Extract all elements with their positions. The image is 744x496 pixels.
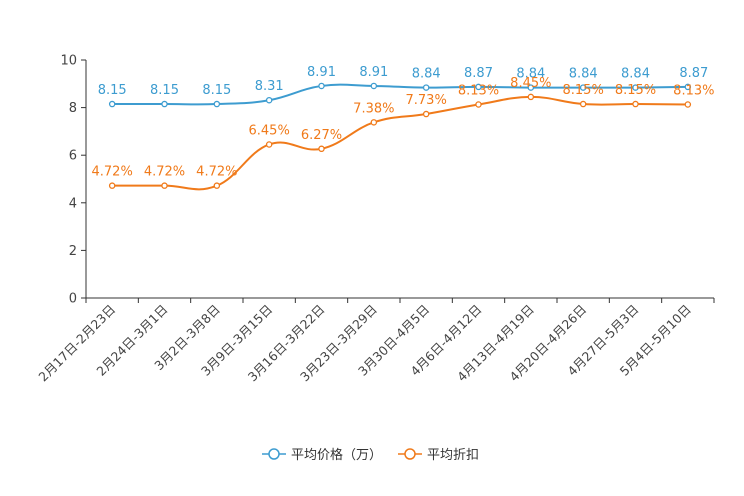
data-point[interactable]	[475, 83, 482, 91]
data-point[interactable]	[265, 141, 273, 148]
data-label: 8.87	[464, 66, 493, 81]
data-label: 8.91	[307, 65, 336, 80]
data-label: 8.15	[98, 83, 127, 98]
y-tick-label: 10	[60, 54, 77, 69]
data-point[interactable]	[161, 100, 168, 108]
data-label: 4.72%	[92, 165, 133, 180]
legend-item-avg-discount[interactable]: 平均折扣	[398, 448, 479, 463]
data-point[interactable]	[422, 110, 430, 118]
data-point[interactable]	[161, 182, 168, 189]
data-point[interactable]	[579, 100, 587, 108]
data-point[interactable]	[527, 93, 535, 101]
legend-item-avg-price[interactable]: 平均价格（万）	[262, 447, 382, 463]
data-point[interactable]	[370, 119, 378, 126]
data-point[interactable]	[422, 84, 430, 91]
x-axis: 2月17日-2月23日2月24日-3月1日3月2日-3月8日3月9日-3月15日…	[35, 297, 715, 384]
data-label: 8.84	[569, 67, 598, 82]
legend[interactable]: 平均价格（万） 平均折扣	[262, 447, 479, 463]
data-point[interactable]	[527, 84, 535, 91]
y-axis: 0 2 4 6 8 10	[60, 54, 87, 307]
data-point[interactable]	[684, 101, 692, 108]
data-label: 8.45%	[510, 76, 551, 91]
data-point[interactable]	[318, 82, 325, 90]
y-tick-label: 8	[69, 101, 77, 116]
legend-marker-icon	[404, 448, 416, 460]
data-point[interactable]	[265, 96, 273, 104]
data-label: 8.31	[255, 79, 284, 94]
data-point[interactable]	[108, 182, 116, 189]
data-label: 8.15%	[563, 83, 604, 98]
series-line	[112, 83, 688, 106]
data-label: 8.84	[621, 67, 650, 82]
data-label: 8.13%	[673, 84, 714, 99]
data-label: 8.87	[679, 66, 708, 81]
data-label: 8.15	[202, 83, 231, 98]
data-label: 7.73%	[406, 93, 447, 108]
data-label: 8.84	[412, 67, 441, 82]
legend-marker-icon	[268, 448, 280, 460]
series-layer: 8.15 8.15 8.15 8.31 8.91 8.91 8.84 8.87 8.84 8.84…	[92, 65, 714, 191]
data-point[interactable]	[684, 83, 692, 91]
data-label: 7.38%	[353, 101, 394, 116]
data-point[interactable]	[475, 101, 482, 108]
y-tick-label: 0	[69, 292, 77, 307]
data-point[interactable]	[108, 100, 116, 108]
data-point[interactable]	[370, 82, 378, 90]
legend-label: 平均价格（万）	[291, 447, 382, 463]
data-label: 4.72%	[144, 165, 185, 180]
series-line	[112, 95, 688, 191]
series-avg-price: 8.15 8.15 8.15 8.31 8.91 8.91 8.84 8.87 8.84 8.84…	[98, 65, 708, 108]
y-tick-label: 6	[69, 149, 77, 164]
data-label: 8.15%	[615, 83, 656, 98]
data-label: 8.84	[516, 67, 545, 82]
series-avg-discount: 4.72% 4.72% 4.72% 6.45% 6.27% 7.38% 7.73% 8.13%…	[92, 76, 714, 191]
legend-label: 平均折扣	[427, 448, 479, 463]
data-label: 4.72%	[196, 165, 237, 180]
data-point[interactable]	[318, 145, 325, 153]
data-label: 6.45%	[249, 123, 290, 138]
data-point[interactable]	[579, 84, 587, 91]
data-point[interactable]	[213, 182, 221, 189]
y-tick-label: 2	[69, 244, 77, 259]
data-label: 8.13%	[458, 84, 499, 99]
data-label: 6.27%	[301, 128, 342, 143]
data-point[interactable]	[213, 100, 221, 108]
data-label: 8.15	[150, 83, 179, 98]
data-point[interactable]	[632, 84, 639, 91]
data-point[interactable]	[632, 100, 639, 108]
data-label: 8.91	[359, 65, 388, 80]
y-tick-label: 4	[69, 196, 77, 211]
